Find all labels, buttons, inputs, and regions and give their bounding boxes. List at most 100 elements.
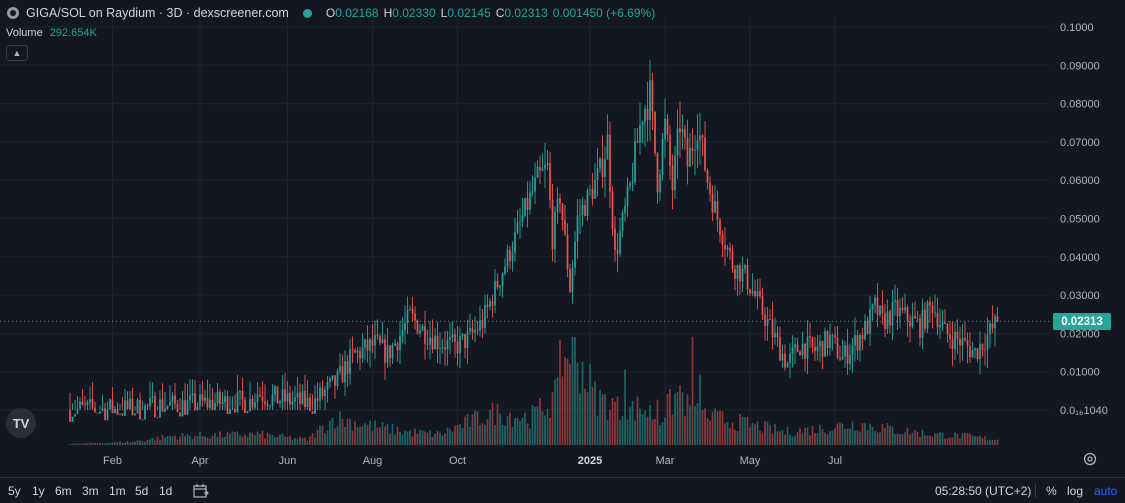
candle-body	[756, 291, 759, 296]
candle-body	[889, 311, 891, 326]
volume-bar	[519, 420, 521, 445]
price-tick-label: 0.1000	[1060, 22, 1094, 34]
auto-scale-toggle[interactable]: auto	[1094, 484, 1118, 498]
candle-body	[991, 323, 994, 329]
current-price-badge: 0.02313	[1053, 313, 1111, 330]
volume-bar	[621, 415, 624, 445]
volume-bar	[896, 433, 899, 445]
volume-bar	[376, 427, 379, 445]
volume-bar	[721, 411, 724, 445]
volume-bar	[149, 439, 151, 445]
timeframe-5d[interactable]: 5d	[135, 484, 149, 498]
timeframe-6m[interactable]: 6m	[55, 484, 72, 498]
volume-bar	[559, 340, 561, 445]
clock-readout[interactable]: 05:28:50 (UTC+2)	[935, 484, 1032, 498]
candle-body	[671, 165, 674, 191]
candle-body	[129, 398, 131, 409]
volume-bar	[601, 394, 604, 445]
volume-bar	[181, 433, 184, 445]
volume-bar	[576, 362, 579, 445]
candle-body	[971, 349, 974, 358]
candle-body	[969, 345, 971, 358]
candle-body	[434, 335, 436, 350]
candle-body	[381, 339, 384, 343]
candle-body	[154, 396, 156, 418]
volume-bar	[101, 443, 104, 445]
candle-body	[981, 344, 984, 350]
time-tick-label: 2025	[578, 455, 602, 467]
calendar-range-icon[interactable]	[193, 483, 209, 498]
candle-body	[124, 400, 126, 416]
candle-body	[384, 339, 386, 363]
candle-body	[301, 391, 304, 404]
volume-bar	[204, 436, 206, 445]
candle-body	[881, 305, 884, 314]
volume-bar	[806, 427, 809, 445]
candle-body	[76, 408, 79, 414]
volume-bar	[306, 440, 309, 445]
candle-body	[861, 335, 864, 339]
candle-body	[206, 397, 209, 408]
price-tick-label: 0.03000	[1060, 290, 1100, 302]
candle-body	[744, 265, 746, 270]
settings-icon[interactable]	[1083, 452, 1097, 466]
candle-body	[666, 118, 669, 135]
timeframe-1y[interactable]: 1y	[32, 484, 45, 498]
volume-bar	[514, 418, 516, 445]
candle-body	[396, 343, 399, 351]
volume-bar	[329, 420, 331, 445]
volume-bar	[756, 421, 759, 445]
volume-bar	[566, 358, 569, 445]
candle-body	[224, 396, 226, 403]
volume-bar	[284, 436, 286, 445]
tradingview-logo-icon[interactable]: TV	[6, 408, 36, 438]
timeframe-1m[interactable]: 1m	[109, 484, 126, 498]
price-axis[interactable]: 0.1000 0.09000 0.08000 0.07000 0.06000 0.0500…	[1060, 22, 1108, 417]
time-axis[interactable]: Feb Apr Jun Aug Oct 2025 Mar May Jul	[103, 455, 842, 467]
volume-bar	[236, 431, 239, 445]
candle-body	[886, 311, 889, 330]
volume-bar	[331, 418, 334, 445]
volume-bar	[744, 417, 746, 445]
volume-bar	[684, 416, 686, 445]
volume-bar	[231, 431, 234, 445]
candle-body	[94, 407, 96, 413]
volume-bar	[264, 438, 266, 445]
volume-bar	[174, 435, 176, 445]
volume-bar	[309, 436, 311, 445]
candle-body	[514, 232, 516, 253]
volume-bar	[549, 417, 551, 445]
log-scale-toggle[interactable]: log	[1067, 484, 1084, 498]
candle-body	[544, 165, 546, 169]
candle-body	[231, 408, 234, 410]
volume-bar	[479, 424, 481, 445]
candle-body	[471, 328, 474, 333]
candle-body	[874, 297, 876, 305]
volume-bar	[464, 416, 466, 445]
candle-body	[126, 400, 129, 409]
volume-bar	[494, 424, 496, 445]
candle-body	[714, 201, 716, 213]
candle-body	[964, 337, 966, 340]
collapse-legend-button[interactable]: ▲	[6, 45, 28, 61]
candle-body	[954, 331, 956, 350]
timeframe-3m[interactable]: 3m	[82, 484, 99, 498]
volume-bar	[541, 411, 544, 445]
candle-body	[134, 413, 136, 416]
volume-bar	[816, 433, 819, 445]
candle-body	[319, 387, 321, 401]
chevron-up-icon: ▲	[12, 48, 22, 58]
volume-bar	[904, 432, 906, 445]
volume-bar	[151, 437, 154, 445]
volume-bar	[569, 364, 571, 445]
volume-bar	[876, 432, 879, 445]
candle-body	[946, 323, 949, 335]
timeframe-5y[interactable]: 5y	[8, 484, 21, 498]
timeframe-1d[interactable]: 1d	[159, 484, 173, 498]
candle-body	[476, 330, 479, 331]
candle-body	[664, 118, 666, 140]
volume-bar	[211, 435, 214, 445]
volume-bar	[516, 417, 519, 445]
percent-scale-toggle[interactable]: %	[1046, 484, 1057, 498]
